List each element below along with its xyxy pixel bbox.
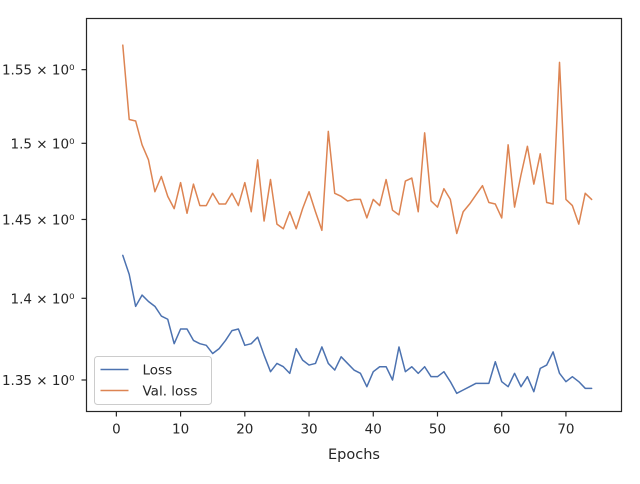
legend-box bbox=[94, 356, 212, 405]
x-tick-label: 70 bbox=[557, 422, 574, 438]
series-layer bbox=[122, 44, 593, 395]
x-tick-label: 40 bbox=[365, 422, 382, 438]
x-tick-label: 10 bbox=[172, 422, 189, 438]
series-line-val-loss bbox=[122, 44, 593, 235]
legend-label: Loss bbox=[143, 363, 173, 379]
legend: Loss Val. loss bbox=[94, 356, 212, 405]
legend-label: Val. loss bbox=[143, 384, 198, 400]
x-axis: 0 10 20 30 40 50 60 70 bbox=[112, 411, 575, 438]
x-tick-label: 20 bbox=[236, 422, 253, 438]
y-tick-label: 1.35 × 10⁰ bbox=[2, 373, 75, 389]
y-tick-label: 1.4 × 10⁰ bbox=[11, 291, 75, 307]
x-tick-label: 60 bbox=[493, 422, 510, 438]
y-tick-label: 1.45 × 10⁰ bbox=[2, 212, 75, 228]
series-line-loss bbox=[122, 254, 593, 395]
y-tick-label: 1.55 × 10⁰ bbox=[2, 63, 75, 79]
x-axis-label: Epochs bbox=[328, 447, 380, 463]
x-tick-label: 30 bbox=[300, 422, 317, 438]
y-tick-label: 1.5 × 10⁰ bbox=[11, 136, 75, 152]
x-tick-label: 50 bbox=[429, 422, 446, 438]
y-axis: 1.35 × 10⁰ 1.4 × 10⁰ 1.45 × 10⁰ 1.5 × 10⁰ 1.… bbox=[2, 63, 87, 389]
plot-frame bbox=[85, 17, 623, 413]
x-tick-label: 0 bbox=[112, 422, 121, 438]
